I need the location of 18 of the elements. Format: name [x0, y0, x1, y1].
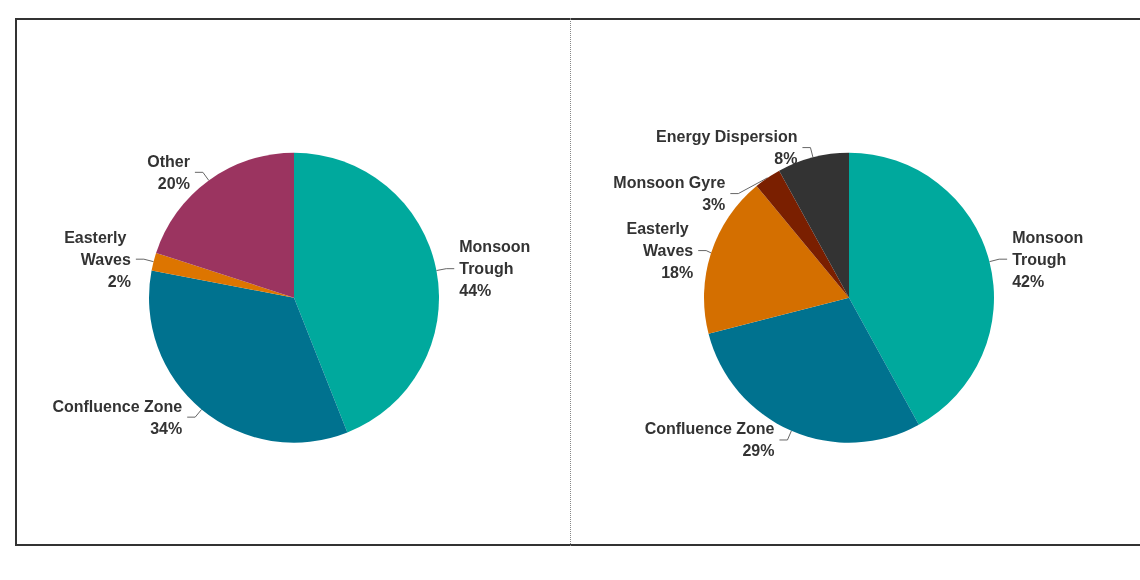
data-label: 3% [702, 196, 726, 214]
data-label: 29% [742, 442, 775, 460]
slice-label: Monsoon Trough [459, 238, 535, 278]
slice-label: Easterly Waves [626, 220, 694, 260]
slice-label: Monsoon Trough [1012, 228, 1088, 268]
slice-label: Confluence Zone [644, 420, 775, 438]
data-label: 34% [150, 419, 183, 437]
data-label: 2% [107, 272, 131, 290]
data-label: 18% [661, 264, 694, 282]
slice-label: Confluence Zone [52, 397, 183, 415]
slice-label: Monsoon Gyre [613, 174, 726, 192]
data-label: 20% [157, 174, 190, 192]
data-label: 8% [774, 150, 798, 168]
slice-label: Easterly Waves [64, 228, 131, 268]
slice-label: Other [147, 152, 190, 170]
data-label: 44% [459, 282, 492, 300]
data-label: 42% [1012, 272, 1045, 290]
slice-label: Energy Dispersion [656, 128, 798, 146]
